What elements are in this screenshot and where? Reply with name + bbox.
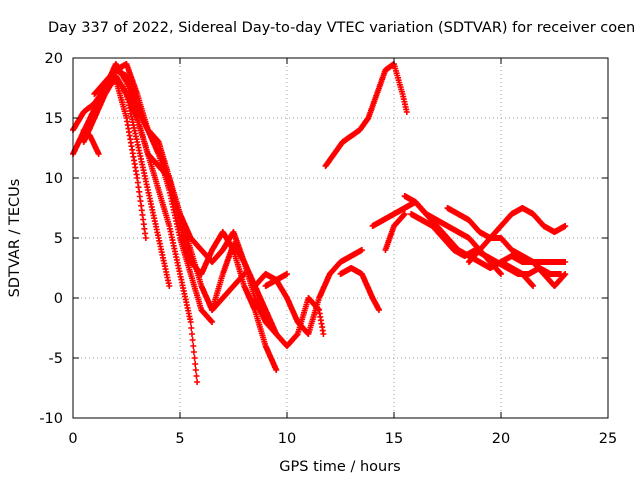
x-axis-label: GPS time / hours [279, 459, 400, 475]
series-markers [251, 247, 365, 337]
series-sat-g [123, 91, 248, 313]
series-markers [123, 91, 248, 313]
tick-marks [72, 57, 609, 419]
x-tick-label: 25 [599, 431, 617, 447]
x-tick-label: 15 [385, 431, 403, 447]
series-sat-c [80, 73, 173, 289]
x-tick-label: 5 [175, 431, 184, 447]
y-tick-label: 10 [45, 171, 63, 187]
series-sat-l [322, 61, 410, 169]
series-markers [465, 205, 569, 265]
series-sat-r [444, 205, 569, 289]
x-tick-label: 20 [492, 431, 510, 447]
series-sat-o [382, 211, 408, 253]
x-tick-label: 0 [68, 431, 77, 447]
data-markers [70, 61, 569, 385]
series-sat-j [251, 247, 365, 337]
y-tick-label: 0 [54, 291, 63, 307]
y-tick-label: -5 [49, 351, 63, 367]
y-tick-label: 15 [45, 111, 63, 127]
y-tick-label: 20 [45, 51, 63, 67]
series-markers [498, 259, 537, 289]
series-markers [80, 73, 173, 289]
y-axis-label: SDTVAR / TECUs [7, 179, 23, 298]
series-sat-i [209, 241, 327, 349]
x-tick-label: 10 [278, 431, 296, 447]
y-tick-label: -10 [39, 411, 63, 427]
series-sat-m [337, 265, 382, 313]
series-markers [262, 271, 290, 289]
series-sat-s [465, 205, 569, 265]
y-tick-labels: -10 -5 0 5 10 15 20 [39, 51, 63, 427]
y-tick-label: 5 [54, 231, 63, 247]
series-markers [337, 265, 382, 313]
grid [73, 58, 608, 418]
chart-title: Day 337 of 2022, Sidereal Day-to-day VTE… [48, 20, 636, 36]
series-markers [444, 205, 569, 289]
series-markers [91, 61, 216, 325]
series-sat-k [262, 271, 290, 289]
x-tick-labels: 0 5 10 15 20 25 [68, 431, 617, 447]
series-markers [322, 61, 410, 169]
series-markers [209, 241, 327, 349]
series-markers [382, 211, 408, 253]
series-markers [80, 127, 102, 157]
series-sat-e [91, 61, 216, 325]
series-sat-t [498, 259, 537, 289]
series-sat-d [80, 127, 102, 157]
